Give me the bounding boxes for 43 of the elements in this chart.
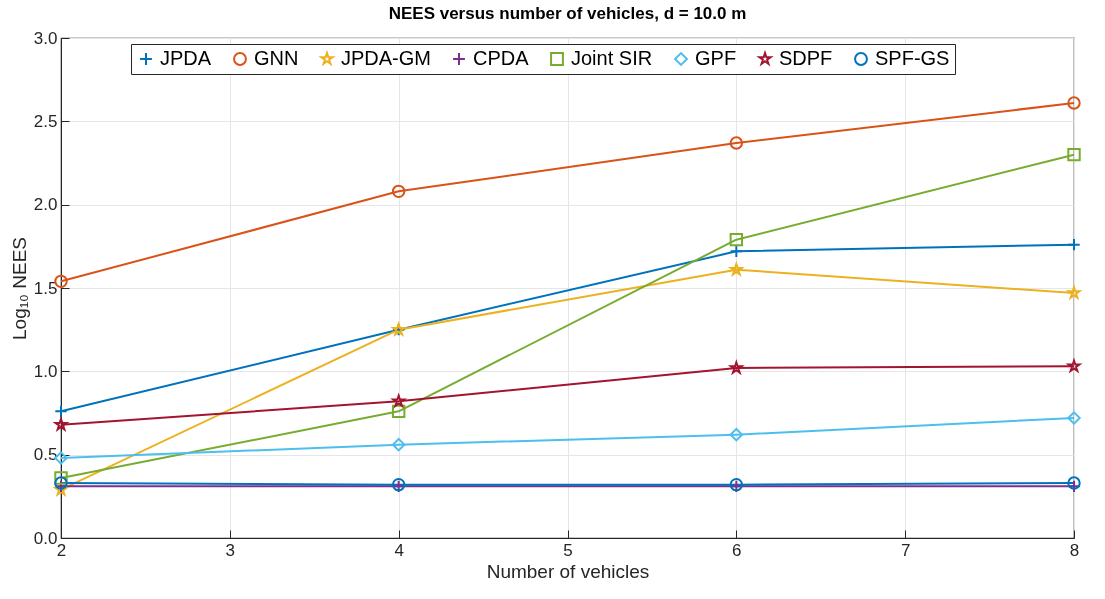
y-tick-label: 2.0 [33, 195, 58, 215]
legend-label: SPF-GS [875, 47, 950, 69]
legend-label: GPF [695, 47, 737, 69]
y-tick-label: 3.0 [33, 28, 58, 48]
point [391, 184, 406, 199]
legend-label: SDPF [779, 47, 833, 69]
point [54, 471, 68, 485]
point [729, 262, 743, 276]
x-axis-title: Number of vehicles [486, 560, 650, 582]
legend-label: JPDA-GM [341, 47, 431, 69]
point [1067, 147, 1081, 162]
x-tick-label: 8 [1069, 540, 1080, 560]
y-tick-label: 1.5 [33, 278, 58, 298]
point [391, 404, 406, 419]
y-tick-label: 1.0 [33, 361, 58, 381]
legend-label: GNN [254, 47, 299, 69]
point [729, 136, 744, 150]
y-axis-title: Log₁₀ NEES [8, 236, 30, 341]
point [729, 427, 744, 442]
chart-title: NEES versus number of vehicles, d = 10.0 m [388, 4, 747, 23]
point [1067, 479, 1081, 494]
legend-label: JPDA [160, 47, 212, 69]
point [390, 392, 407, 409]
y-tick-label: 2.5 [33, 111, 58, 131]
x-tick-label: 4 [394, 540, 404, 560]
legend-label: Joint SIR [571, 47, 653, 69]
point [729, 232, 744, 247]
y-tick-label: 0.5 [33, 445, 58, 465]
point [1065, 357, 1083, 374]
point [54, 476, 68, 490]
point [1067, 411, 1081, 425]
point [1067, 476, 1081, 490]
x-tick-label: 7 [900, 540, 911, 560]
point [1067, 96, 1081, 110]
legend-label: CPDA [473, 47, 530, 69]
y-tick-label: 0.0 [33, 528, 58, 548]
x-tick-label: 3 [225, 540, 236, 560]
point [52, 416, 70, 432]
x-tick-label: 2 [56, 540, 67, 560]
point [391, 437, 406, 452]
point [1065, 284, 1083, 301]
x-tick-label: 5 [563, 540, 573, 560]
x-tick-label: 6 [732, 540, 742, 560]
